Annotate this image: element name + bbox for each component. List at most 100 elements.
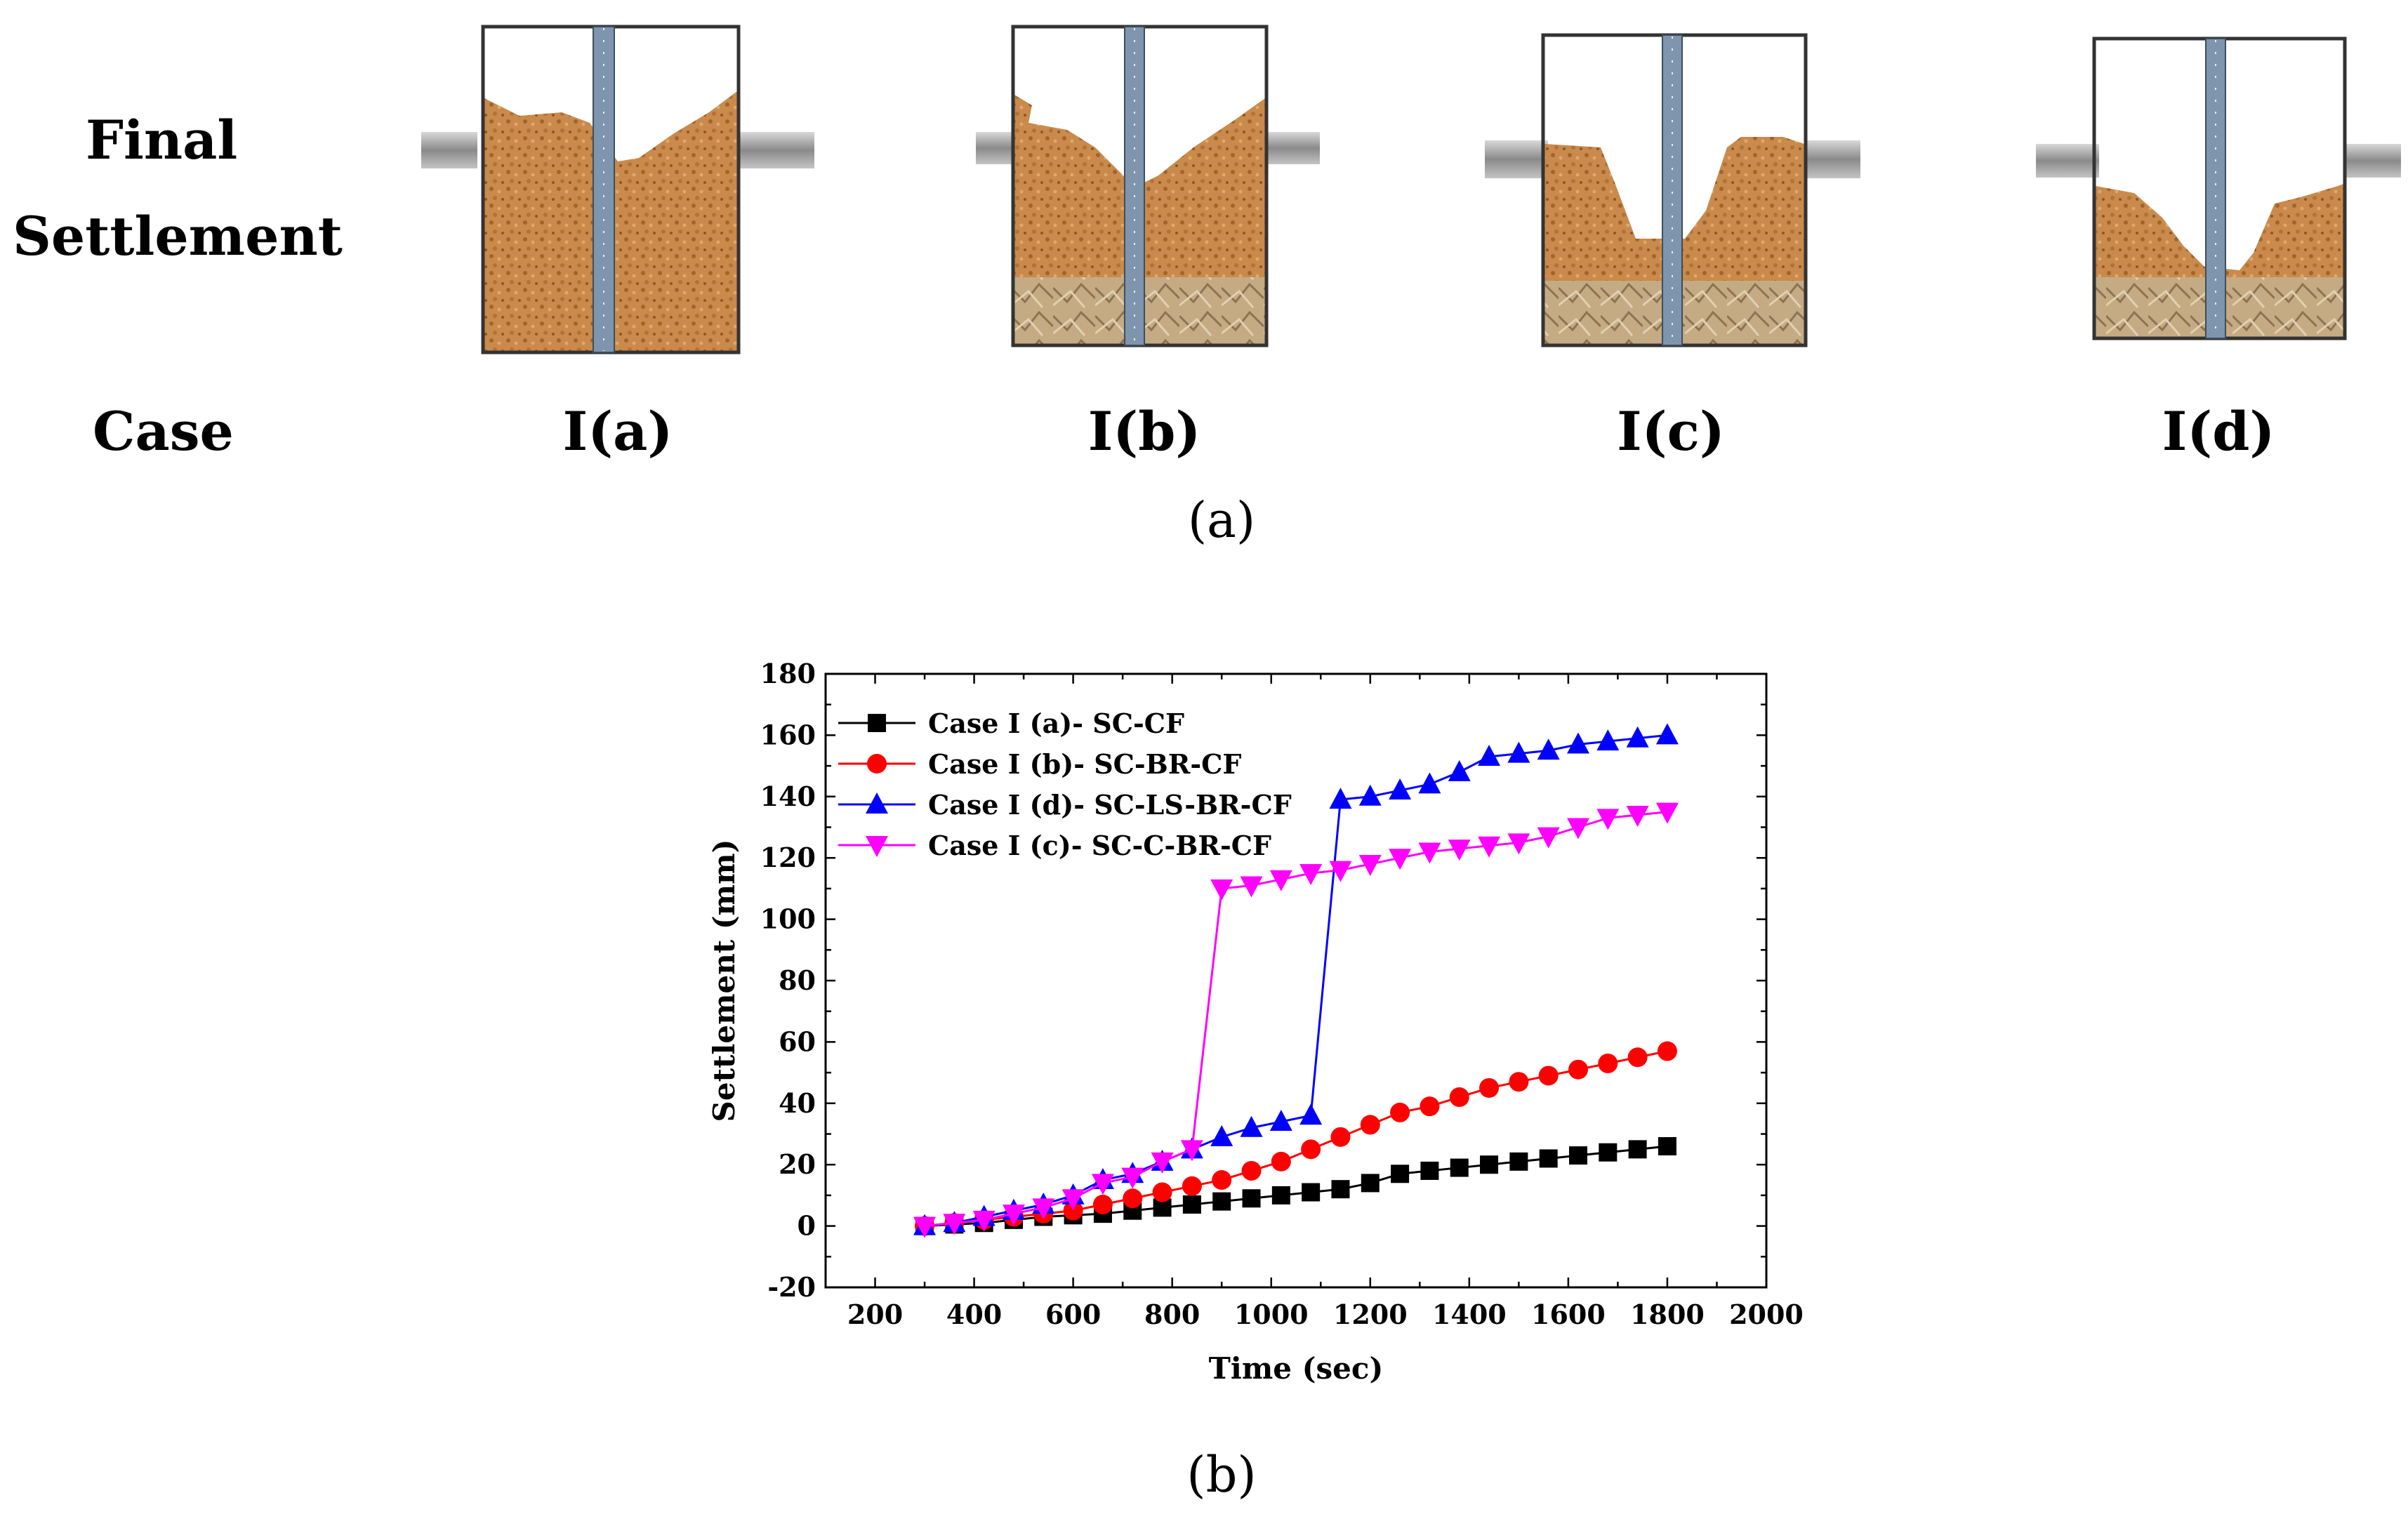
data-point [1358, 854, 1382, 876]
y-tick-label: 0 [798, 1210, 816, 1242]
data-point [1360, 1115, 1380, 1135]
data-point [1448, 840, 1471, 861]
legend-entry-3: Case I (c)- SC-C-BR-CF [838, 830, 1271, 861]
x-tick-label: 1200 [1333, 1299, 1408, 1330]
data-point [1448, 759, 1471, 781]
row-label-case: Case [93, 400, 234, 463]
data-point [1509, 1072, 1529, 1092]
data-point [1390, 1102, 1410, 1122]
data-point [1123, 1188, 1143, 1209]
box-case-b [976, 25, 1320, 347]
y-tick-label: 80 [779, 964, 816, 996]
data-point [1567, 818, 1589, 840]
data-point [1361, 1174, 1380, 1193]
data-point [1655, 802, 1679, 824]
x-tick-label: 2000 [1729, 1299, 1804, 1330]
y-tick-label: 20 [779, 1148, 816, 1180]
data-point [1182, 1176, 1202, 1196]
legend-marker [867, 754, 887, 774]
data-point [1180, 1140, 1203, 1162]
legend-label: Case I (a)- SC-CF [928, 708, 1184, 739]
panel-a-caption: (a) [1187, 491, 1256, 549]
data-point [1240, 1115, 1263, 1137]
box-case-c [1485, 33, 1860, 347]
y-tick-label: 40 [779, 1087, 816, 1119]
y-tick-label: 60 [779, 1026, 816, 1057]
data-point [1330, 1127, 1351, 1147]
x-tick-label: 1600 [1531, 1299, 1606, 1330]
data-point [1569, 1146, 1587, 1165]
legend-marker [866, 792, 888, 814]
data-point [1509, 1152, 1528, 1171]
legend-entry-0: Case I (a)- SC-CF [838, 708, 1184, 739]
data-point [1537, 827, 1560, 849]
data-point [1420, 1096, 1440, 1117]
data-point [1152, 1182, 1172, 1202]
data-point [1299, 864, 1323, 886]
data-point [1092, 1195, 1113, 1215]
data-point [1628, 1140, 1647, 1159]
data-point [1003, 1205, 1025, 1226]
data-point [1212, 1170, 1232, 1190]
legend-marker [868, 714, 886, 732]
data-point [972, 1210, 995, 1232]
data-point [1032, 1198, 1055, 1220]
data-point [1418, 842, 1441, 864]
data-point [1627, 1047, 1648, 1068]
data-point [1301, 1139, 1321, 1160]
data-point [1626, 806, 1649, 828]
data-point [1538, 1066, 1559, 1086]
case-label-c: I(c) [1617, 400, 1725, 463]
x-tick-label: 1800 [1630, 1299, 1705, 1330]
data-point [1269, 870, 1292, 891]
data-point [1329, 861, 1352, 882]
legend-entry-2: Case I (d)- SC-LS-BR-CF [838, 789, 1292, 821]
data-point [1212, 1192, 1231, 1211]
data-point [1242, 1189, 1261, 1208]
y-tick-label: -20 [767, 1271, 816, 1303]
data-point [1418, 772, 1441, 794]
x-tick-label: 400 [946, 1299, 1002, 1330]
data-point [1537, 738, 1560, 760]
legend-label: Case I (d)- SC-LS-BR-CF [928, 789, 1292, 821]
data-point [1655, 723, 1679, 745]
panel-b-caption: (b) [1186, 1446, 1257, 1504]
x-tick-label: 600 [1045, 1299, 1101, 1330]
data-point [1449, 1087, 1469, 1108]
data-point [1450, 1158, 1469, 1177]
row-label-final: Final [86, 109, 238, 171]
row-label-settlement: Settlement [13, 205, 343, 267]
y-axis-label: Settlement (mm) [707, 840, 741, 1122]
data-point [1480, 1155, 1499, 1174]
data-point [1420, 1161, 1439, 1180]
data-point [1210, 1124, 1233, 1146]
data-point [1568, 1059, 1588, 1080]
x-axis-label: Time (sec) [1209, 1351, 1384, 1386]
data-point [1567, 732, 1589, 754]
data-point [1389, 778, 1412, 800]
data-point [1240, 876, 1263, 898]
case-label-b: I(b) [1087, 400, 1201, 463]
data-point [1299, 1103, 1323, 1125]
data-point [1269, 1110, 1292, 1132]
data-point [1241, 1160, 1262, 1181]
data-point [1182, 1195, 1201, 1214]
x-tick-label: 200 [847, 1299, 903, 1330]
data-point [1657, 1041, 1677, 1061]
x-tick-label: 1000 [1234, 1299, 1309, 1330]
data-point [1507, 741, 1530, 763]
y-tick-label: 180 [760, 658, 816, 689]
data-point [1151, 1152, 1174, 1174]
legend-entry-1: Case I (b)- SC-BR-CF [838, 748, 1241, 780]
case-label-a: I(a) [562, 400, 673, 463]
data-point [1331, 1180, 1350, 1199]
y-tick-label: 100 [760, 903, 816, 935]
data-point [1478, 744, 1501, 766]
settlement-illustrations [421, 25, 2401, 354]
legend-label: Case I (b)- SC-BR-CF [928, 748, 1241, 780]
data-point [1507, 833, 1530, 855]
data-point [1391, 1165, 1410, 1183]
data-point [1329, 788, 1352, 809]
data-point [1596, 729, 1620, 751]
data-point [1479, 1077, 1500, 1098]
